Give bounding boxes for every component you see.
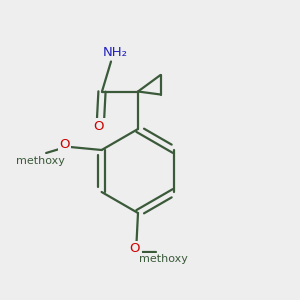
Text: methoxy: methoxy — [16, 155, 64, 166]
Text: O: O — [94, 119, 104, 133]
Text: O: O — [130, 242, 140, 256]
Text: O: O — [59, 137, 69, 151]
Text: NH₂: NH₂ — [103, 46, 128, 59]
Text: methoxy: methoxy — [139, 254, 188, 265]
